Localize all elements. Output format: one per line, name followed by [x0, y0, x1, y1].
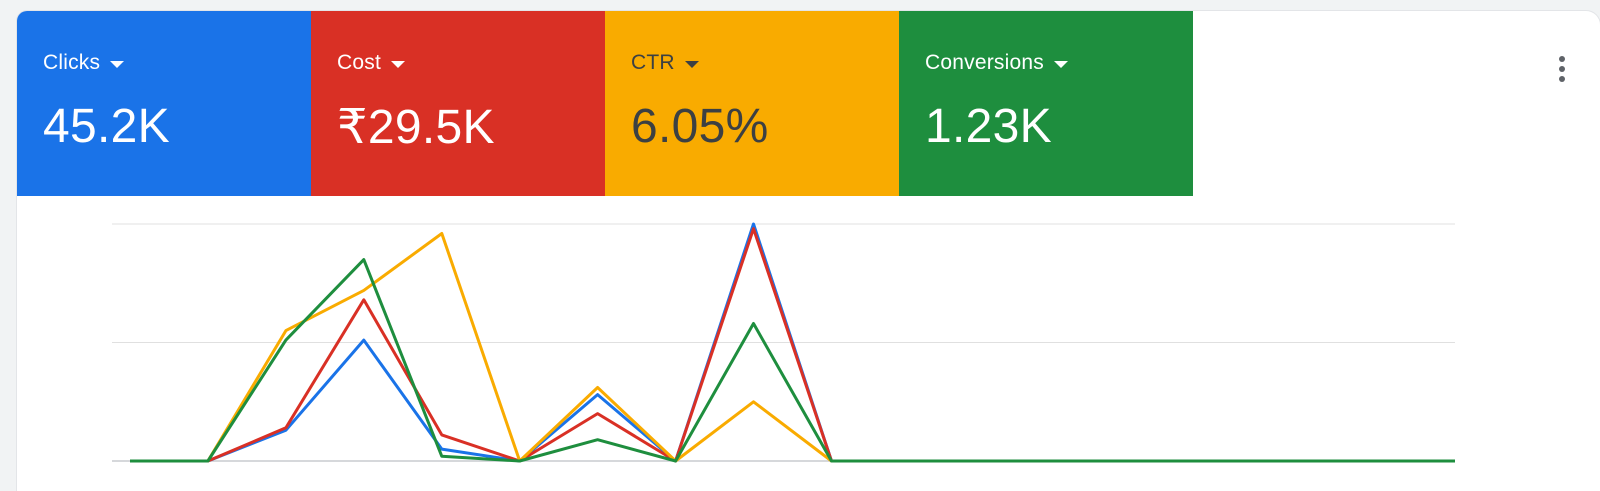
metric-label-row: Clicks: [43, 51, 125, 75]
dropdown-arrow-icon: [1053, 60, 1068, 68]
metric-value: ₹29.5K: [337, 101, 495, 154]
metric-tile-ctr[interactable]: CTR 6.05%: [605, 11, 899, 196]
metric-value: 1.23K: [925, 100, 1052, 153]
metric-label-row: Cost: [337, 51, 405, 75]
metric-value: 45.2K: [43, 100, 170, 153]
metric-label-row: Conversions: [925, 51, 1068, 75]
more-vert-icon: [1559, 56, 1565, 62]
series-line-cost: [130, 227, 1455, 463]
metric-label: CTR: [631, 51, 675, 74]
series-line-conversions: [130, 258, 1455, 463]
more-vert-icon-dot: [1559, 66, 1565, 72]
dropdown-arrow-icon: [684, 60, 699, 68]
metric-tile-clicks[interactable]: Clicks 45.2K: [17, 11, 311, 196]
dropdown-arrow-icon: [390, 60, 405, 68]
metric-label-row: CTR: [631, 51, 699, 75]
dropdown-arrow-icon: [110, 60, 125, 68]
metric-tile-conversions[interactable]: Conversions 1.23K: [899, 11, 1193, 196]
metric-tiles: Clicks 45.2K Cost ₹29.5K CTR 6.05% Conve…: [17, 11, 1193, 196]
metric-label: Clicks: [43, 51, 101, 74]
metric-tile-cost[interactable]: Cost ₹29.5K: [311, 11, 605, 196]
performance-chart: [112, 222, 1455, 463]
performance-card: Clicks 45.2K Cost ₹29.5K CTR 6.05% Conve…: [17, 11, 1600, 491]
chart-series: [130, 222, 1455, 463]
more-options-button[interactable]: [1550, 51, 1574, 87]
metric-label: Conversions: [925, 51, 1044, 74]
more-vert-icon-dot: [1559, 76, 1565, 82]
metric-label: Cost: [337, 51, 381, 74]
metric-value: 6.05%: [631, 100, 769, 153]
